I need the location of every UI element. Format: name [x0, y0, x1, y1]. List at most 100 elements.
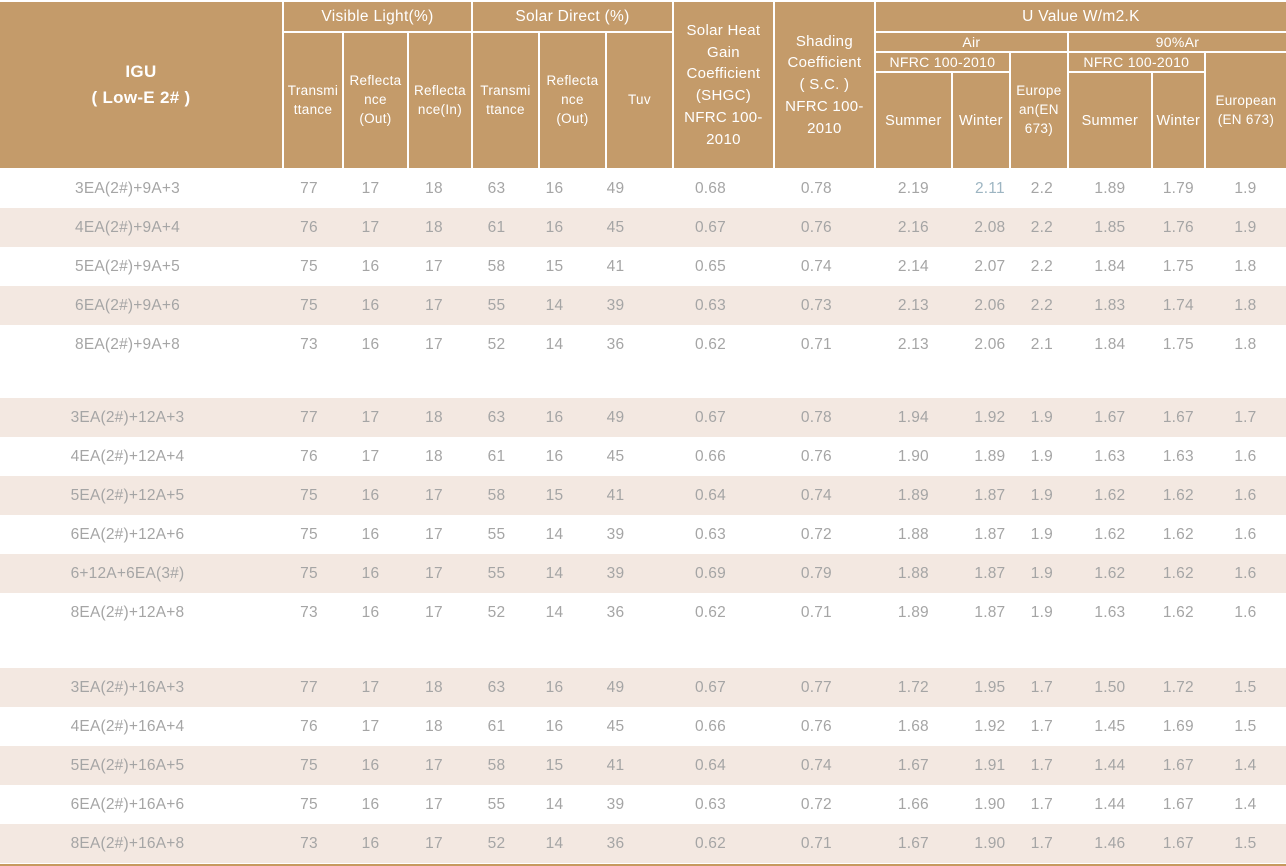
- value-cell: 52: [487, 834, 506, 852]
- value-cell: 0.76: [800, 717, 832, 735]
- table-row: 4EA(2#)+16A+4 76 17 18 61 16 45 0.66 0.76 1.68 1.9…: [0, 707, 1286, 746]
- value-cell: 1.88: [897, 564, 929, 582]
- table-row: 8EA(2#)+9A+8 73 16 17 52 14 36 0.62 0.71 2.13 2.06…: [0, 325, 1286, 364]
- value-cell: 15: [545, 756, 564, 774]
- shgc-column-header: Solar Heat Gain Coefficient (SHGC) NFRC …: [671, 0, 775, 170]
- value-cell: 45: [606, 218, 625, 236]
- value-cell: 14: [545, 795, 564, 813]
- value-cell: 1.84: [1094, 335, 1126, 353]
- value-cell: 1.76: [1162, 218, 1194, 236]
- argon-summer-header: Summer: [1066, 71, 1153, 170]
- value-cell: 1.62: [1162, 525, 1194, 543]
- value-cell: 75: [300, 525, 318, 543]
- value-cell: 1.9: [1030, 564, 1053, 582]
- header-row-2: Transmi ttance Reflecta nce (Out) Reflec…: [0, 31, 1286, 170]
- value-cell: 49: [606, 180, 625, 197]
- value-cell: 2.13: [897, 296, 929, 314]
- header-row-4: Summer Winter Summer Winter: [0, 71, 1286, 170]
- value-cell: 2.2: [1030, 296, 1053, 314]
- value-cell: 1.46: [1094, 834, 1126, 852]
- header-row-3: NFRC 100-2010 Europe an(EN 673) NFRC 100…: [0, 51, 1286, 170]
- value-cell: 1.62: [1162, 564, 1194, 582]
- igu-config-label: 5EA(2#)+16A+5: [70, 756, 185, 774]
- value-cell: 1.84: [1094, 257, 1126, 275]
- value-cell: 17: [361, 180, 380, 197]
- igu-config-label: 6EA(2#)+9A+6: [75, 296, 180, 314]
- value-cell: 1.85: [1094, 218, 1126, 236]
- igu-config-label: 6+12A+6EA(3#): [70, 564, 185, 582]
- igu-config-label: 6EA(2#)+16A+6: [70, 795, 185, 813]
- value-cell: 63: [487, 678, 506, 696]
- igu-config-label: 8EA(2#)+12A+8: [70, 603, 185, 621]
- value-cell: 0.63: [694, 795, 726, 813]
- igu-config-label: 4EA(2#)+12A+4: [70, 447, 185, 465]
- value-cell: 1.95: [974, 678, 1006, 696]
- value-cell: 1.5: [1234, 834, 1257, 852]
- bottom-rule: [0, 864, 1286, 866]
- air-group-header: Air: [873, 31, 1069, 53]
- shading-coefficient-column-header: Shading Coefficient ( S.C. ) NFRC 100- 2…: [772, 0, 876, 170]
- value-cell: 55: [487, 296, 506, 314]
- value-cell: 1.68: [897, 717, 929, 735]
- value-cell: 1.90: [974, 834, 1006, 852]
- value-cell: 41: [606, 486, 625, 504]
- value-cell: 2.1: [1030, 335, 1053, 353]
- value-cell: 1.75: [1162, 335, 1194, 353]
- header-row-1: IGU ( Low-E 2# ) Visible Light(%) Solar …: [0, 0, 1286, 170]
- value-cell: 0.72: [800, 795, 832, 813]
- value-cell: 17: [425, 564, 443, 582]
- value-cell: 0.66: [694, 447, 726, 465]
- value-cell: 49: [606, 678, 625, 696]
- value-cell: 0.63: [694, 525, 726, 543]
- u-value-group-header: U Value W/m2.K: [873, 0, 1286, 33]
- value-cell: 45: [606, 717, 625, 735]
- value-cell: 58: [487, 257, 506, 275]
- value-cell: 0.67: [694, 678, 726, 696]
- value-cell: 75: [300, 257, 318, 275]
- value-cell: 1.90: [974, 795, 1006, 813]
- value-cell: 2.16: [897, 218, 929, 236]
- value-cell: 1.74: [1162, 296, 1194, 314]
- value-cell: 0.69: [694, 564, 726, 582]
- igu-config-label: 3EA(2#)+16A+3: [70, 678, 185, 696]
- value-cell: 58: [487, 486, 506, 504]
- value-cell: 0.74: [800, 486, 832, 504]
- value-cell: 16: [361, 603, 380, 621]
- value-cell: 2.06: [974, 335, 1006, 353]
- value-cell: 2.2: [1030, 218, 1053, 236]
- value-cell: 1.91: [974, 756, 1006, 774]
- value-cell: 1.88: [897, 525, 929, 543]
- value-cell: 0.71: [800, 834, 832, 852]
- table-header: IGU ( Low-E 2# ) Visible Light(%) Solar …: [0, 0, 1286, 170]
- value-cell: 1.4: [1234, 756, 1257, 774]
- table-row: 5EA(2#)+9A+5 75 16 17 58 15 41 0.65 0.74 2.14 2.07…: [0, 247, 1286, 286]
- value-cell: 2.14: [897, 257, 929, 275]
- air-summer-header: Summer: [873, 71, 953, 170]
- value-cell: 1.62: [1162, 486, 1194, 504]
- value-cell: 75: [300, 756, 318, 774]
- value-cell: 2.06: [974, 296, 1006, 314]
- value-cell: 0.76: [800, 447, 832, 465]
- igu-config-label: 3EA(2#)+12A+3: [70, 408, 185, 426]
- value-cell: 61: [487, 218, 506, 236]
- value-cell: 1.67: [1162, 795, 1194, 813]
- value-cell: 1.9: [1234, 180, 1257, 197]
- value-cell: 2.13: [897, 335, 929, 353]
- value-cell: 1.8: [1234, 257, 1257, 275]
- value-cell: 1.87: [974, 603, 1006, 621]
- value-cell: 75: [300, 795, 318, 813]
- value-cell: 2.2: [1030, 257, 1053, 275]
- value-cell: 16: [545, 408, 564, 426]
- value-cell: 1.62: [1094, 525, 1126, 543]
- value-cell: 1.89: [974, 447, 1006, 465]
- value-cell: 39: [606, 795, 625, 813]
- value-cell: 2.19: [897, 180, 929, 197]
- value-cell: 1.67: [1162, 756, 1194, 774]
- value-cell: 1.44: [1094, 795, 1126, 813]
- tuv-header: Tuv: [604, 31, 674, 170]
- value-cell: 73: [300, 603, 318, 621]
- table-row: 4EA(2#)+12A+4 76 17 18 61 16 45 0.66 0.76 1.90 1.8…: [0, 437, 1286, 476]
- igu-config-label: 4EA(2#)+9A+4: [75, 218, 180, 236]
